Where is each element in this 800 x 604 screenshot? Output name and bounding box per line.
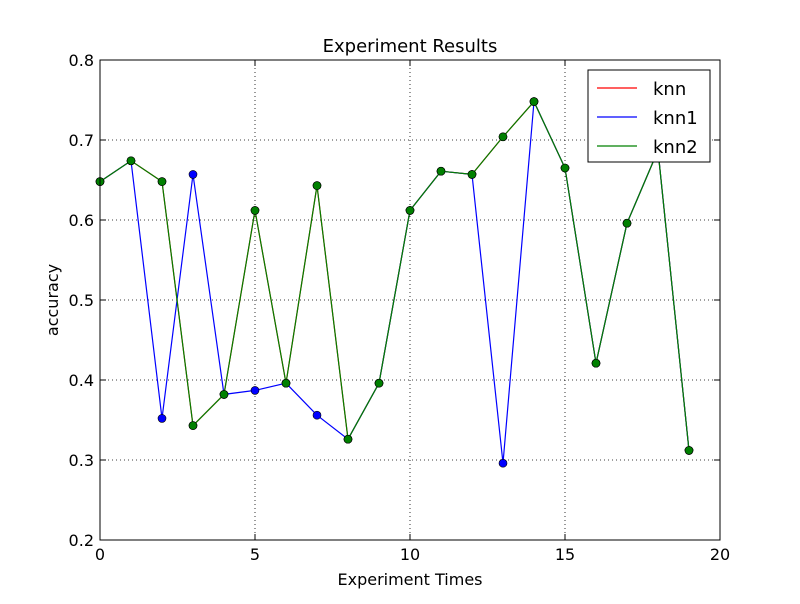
- data-point-knn1: [188, 170, 198, 179]
- data-point-knn1: [498, 458, 508, 468]
- legend-label-knn1: knn1: [653, 108, 698, 129]
- series-layer: [95, 97, 694, 468]
- data-point-knn2: [312, 181, 322, 190]
- data-point-knn1: [250, 386, 260, 395]
- data-point-knn2: [281, 378, 291, 388]
- chart-title: Experiment Results: [323, 36, 498, 57]
- series-knn2: [95, 97, 694, 455]
- data-point-knn2: [188, 421, 198, 430]
- data-point-knn2: [498, 132, 508, 142]
- y-tick-label: 0.8: [69, 51, 94, 70]
- legend-label-knn2: knn2: [653, 137, 698, 158]
- data-point-knn2: [467, 170, 477, 179]
- data-point-knn2: [436, 166, 446, 176]
- y-tick-label: 0.2: [69, 531, 94, 550]
- series-line-knn2: [99, 100, 690, 451]
- data-point-knn2: [157, 177, 167, 186]
- y-tick-label: 0.7: [69, 131, 94, 150]
- ticks: 0 5 10 15 20 0.2 0.3 0.4 0.5 0.6 0.7 0.8: [69, 51, 731, 564]
- x-tick-label: 10: [400, 545, 420, 564]
- data-point-knn2: [560, 163, 570, 173]
- y-tick-label: 0.5: [69, 291, 94, 310]
- x-tick-label: 0: [95, 545, 105, 564]
- data-point-knn2: [591, 358, 601, 368]
- y-tick-label: 0.4: [69, 371, 94, 390]
- y-tick-label: 0.6: [69, 211, 94, 230]
- y-tick-label: 0.3: [69, 451, 94, 470]
- data-point-knn1: [157, 414, 167, 423]
- legend: knn knn1 knn2: [587, 69, 711, 163]
- grid: [100, 60, 720, 540]
- data-point-knn2: [219, 390, 229, 399]
- x-tick-label: 15: [555, 545, 575, 564]
- x-tick-label: 5: [250, 545, 260, 564]
- data-point-knn2: [250, 206, 260, 215]
- x-tick-label: 20: [710, 545, 730, 564]
- data-point-knn2: [622, 218, 632, 228]
- data-point-knn2: [529, 97, 539, 106]
- data-point-knn2: [405, 206, 415, 215]
- y-axis-label: accuracy: [43, 264, 62, 336]
- data-point-knn2: [126, 156, 136, 166]
- legend-label-knn: knn: [653, 79, 686, 100]
- x-axis-label: Experiment Times: [337, 570, 482, 589]
- data-point-knn2: [374, 378, 384, 388]
- data-point-knn2: [343, 434, 353, 444]
- legend-box: [587, 69, 711, 163]
- data-point-knn2: [684, 446, 694, 455]
- data-point-knn1: [312, 410, 322, 420]
